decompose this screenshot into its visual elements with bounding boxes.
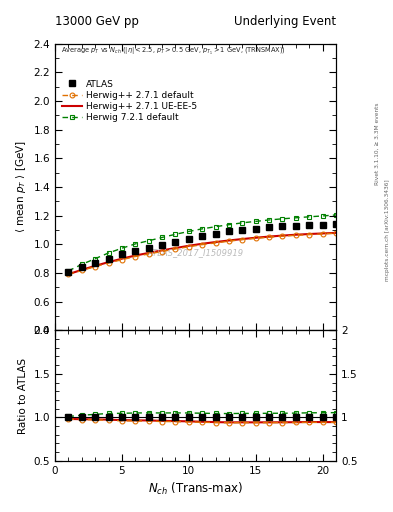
X-axis label: $N_{ch}$ (Trans-max): $N_{ch}$ (Trans-max) <box>148 481 243 497</box>
Text: 13000 GeV pp: 13000 GeV pp <box>55 15 139 28</box>
Legend: ATLAS, Herwig++ 2.7.1 default, Herwig++ 2.7.1 UE-EE-5, Herwig 7.2.1 default: ATLAS, Herwig++ 2.7.1 default, Herwig++ … <box>62 79 197 122</box>
Text: ATLAS_2017_I1509919: ATLAS_2017_I1509919 <box>147 248 244 258</box>
Text: mcplots.cern.ch [arXiv:1306.3436]: mcplots.cern.ch [arXiv:1306.3436] <box>385 180 389 281</box>
Y-axis label: $\langle$ mean $p_T$ $\rangle$ [GeV]: $\langle$ mean $p_T$ $\rangle$ [GeV] <box>14 140 28 233</box>
Text: Average $p_T$ vs $N_{ch}$ ($|\eta|<2.5$, $p_T>0.5$ GeV, $p_{T_1}>1$ GeV, (TRNSMA: Average $p_T$ vs $N_{ch}$ ($|\eta|<2.5$,… <box>61 47 286 57</box>
Text: Rivet 3.1.10, ≥ 3.3M events: Rivet 3.1.10, ≥ 3.3M events <box>375 102 380 185</box>
Text: Underlying Event: Underlying Event <box>234 15 336 28</box>
Y-axis label: Ratio to ATLAS: Ratio to ATLAS <box>18 357 28 434</box>
